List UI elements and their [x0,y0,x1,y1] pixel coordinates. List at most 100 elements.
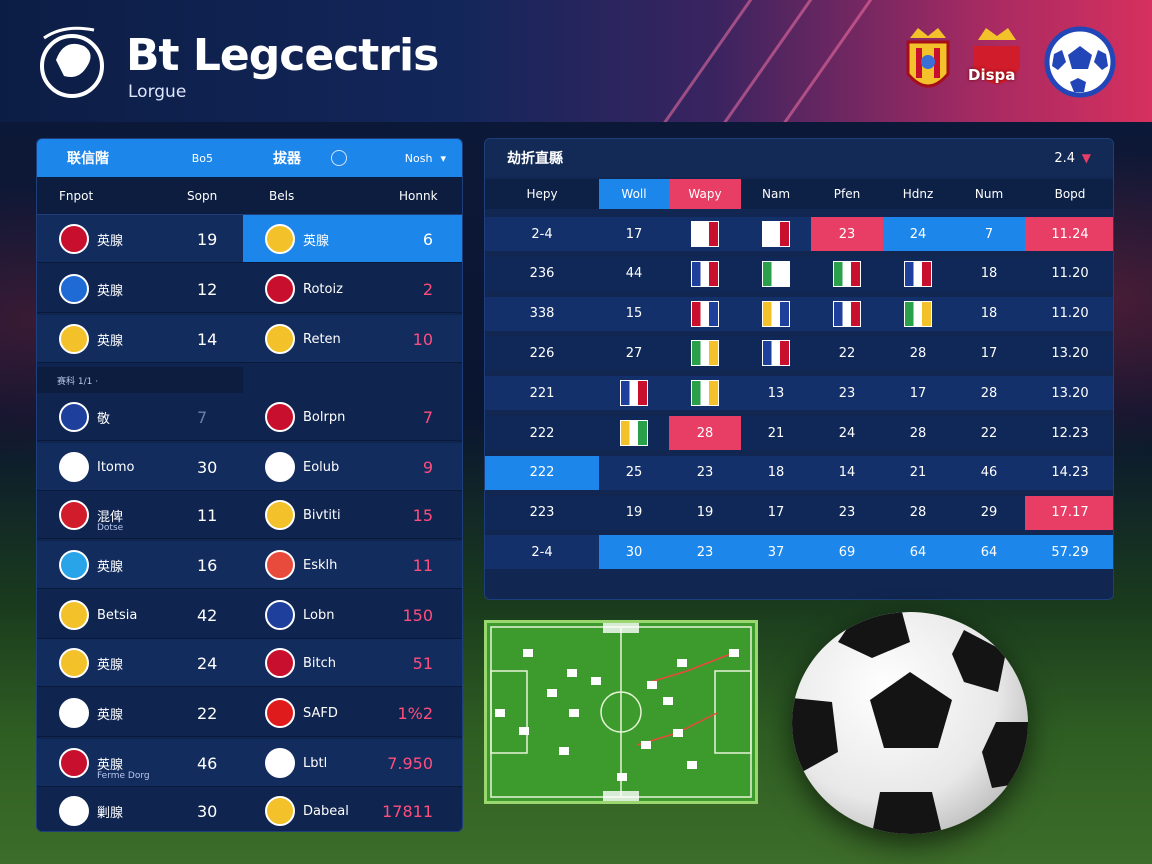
stats-row[interactable] [485,256,1113,291]
standings-row[interactable]: Betsia 42 [37,591,243,639]
player-badge-icon [265,402,295,432]
player-badge-icon [265,324,295,354]
stats-row[interactable] [485,336,1113,371]
stats-value: 11.24 [1051,226,1089,242]
player-row[interactable]: Lobn 150 [243,591,462,639]
player-value: 7.950 [387,753,433,773]
stats-col-header[interactable]: Nam [741,179,811,209]
stats-col-header[interactable]: Hepy [485,179,599,209]
player-row[interactable]: Esklh 11 [243,541,462,589]
tab-standings[interactable]: 联信階 Bo5 [37,139,243,177]
stats-row[interactable] [485,416,1113,450]
player-name: Reten [303,331,341,347]
stats-value: 12.23 [1051,425,1089,441]
standings-header-row: Fnpot Sopn Bels Honnk [37,177,462,215]
player-row[interactable]: Bivtiti 15 [243,491,462,539]
team-badge-icon [59,402,89,432]
team-sub: Ferme Dorg [97,771,150,781]
team-name: 敬 [97,411,111,427]
stats-cell: 18 [741,456,811,490]
country-flag-icon [833,300,861,327]
stats-cell: 69 [811,535,883,570]
standings-row[interactable]: 剿腺 30 [37,787,243,831]
team-value: 24 [197,653,218,673]
player-row[interactable]: Reten 10 [243,315,462,363]
app-title: Bt Legcectris [126,30,439,81]
stats-col-header[interactable]: Bopd [1025,179,1113,209]
stats-value: 21 [767,425,785,441]
stats-col-header[interactable]: Pfen [811,179,883,209]
stats-cell [811,257,883,291]
standings-row[interactable]: Itomo 30 [37,443,243,491]
player-row[interactable]: Eolub 9 [243,443,462,491]
tactics-pitch[interactable] [484,620,758,804]
stats-cell: 17 [883,376,953,410]
col-b-header: Sopn [187,188,218,203]
stats-round-label: 2.4 [1054,150,1075,166]
standings-row[interactable]: 敬 7 [37,393,243,441]
stats-value: 57.29 [1051,544,1089,560]
player-row[interactable]: Rotoiz 2 [243,265,462,313]
player-row[interactable]: Bolrpn 7 [243,393,462,441]
team-value: 14 [197,329,218,349]
stats-col-header[interactable]: Hdnz [883,179,953,209]
spain-crest-icon[interactable] [904,24,952,100]
stats-row[interactable] [485,495,1113,530]
dispa-crest-icon[interactable] [968,24,1026,100]
stats-cell: 338 [485,297,599,331]
stats-cell: 46 [953,456,1025,490]
player-name: Bivtiti [303,507,341,523]
stats-value: 23 [838,385,856,401]
standings-row[interactable]: 英腺 Ferme Dorg 46 [37,739,243,787]
stats-col-header[interactable]: Wapy [669,179,741,209]
standings-row[interactable]: 英腺 24 [37,639,243,687]
stats-cell: 21 [741,416,811,450]
stats-value: 25 [625,465,643,481]
standings-row[interactable]: 英腺 16 [37,541,243,589]
stats-value: 7 [984,226,994,242]
player-row[interactable]: Lbtl 7.950 [243,739,462,787]
col-c-header: Bels [269,188,295,203]
team-name: Itomo [97,459,135,475]
league-logo-icon[interactable] [34,20,108,102]
player-row[interactable]: Bitch 51 [243,639,462,687]
stats-row[interactable] [485,296,1113,331]
stats-cell: 13.20 [1025,336,1113,370]
add-icon[interactable] [331,150,347,166]
stats-col-header[interactable]: Woll [599,179,669,209]
stats-value: 22 [980,425,998,441]
standings-row[interactable]: 英腺 14 [37,315,243,363]
stats-value: 236 [529,266,555,282]
player-row[interactable]: SAFD 1%2 [243,689,462,737]
standings-row[interactable]: 混俾 Dotse 11 [37,491,243,539]
player-name: Lobn [303,607,335,623]
stats-value: 46 [980,465,998,481]
stats-col-header[interactable]: Num [953,179,1025,209]
player-value: 17811 [382,801,433,821]
stats-cell: 236 [485,257,599,291]
player-row[interactable]: Dabeal 17811 [243,787,462,831]
dropdown-icon[interactable]: ▾ [440,151,446,165]
stats-cell: 24 [811,416,883,450]
soccer-ball-badge-icon[interactable] [1044,26,1116,98]
team-value: 30 [197,457,218,477]
stats-value: 24 [909,226,927,242]
stats-cell: 222 [485,416,599,450]
stats-value: 18 [980,306,998,322]
standings-row[interactable]: 英腺 22 [37,689,243,737]
stats-cell: 28 [883,416,953,450]
stats-cell: 27 [599,336,669,370]
tab-players[interactable]: 拔器 Nosh ▾ [243,139,462,177]
stats-row[interactable] [485,376,1113,411]
player-value: 6 [422,229,433,249]
standings-row[interactable]: 英腺 12 [37,265,243,313]
stats-value: 17 [625,226,643,242]
team-value: 46 [197,753,218,773]
stats-cell: 14.23 [1025,456,1113,490]
player-badge-icon [265,274,295,304]
standings-row[interactable]: 英腺 19 [37,215,243,263]
team-name: 英腺 [97,707,124,723]
filter-icon[interactable]: ▼ [1081,151,1091,165]
stats-value: 23 [838,505,856,521]
player-row[interactable]: 英腺 6 [243,215,462,263]
